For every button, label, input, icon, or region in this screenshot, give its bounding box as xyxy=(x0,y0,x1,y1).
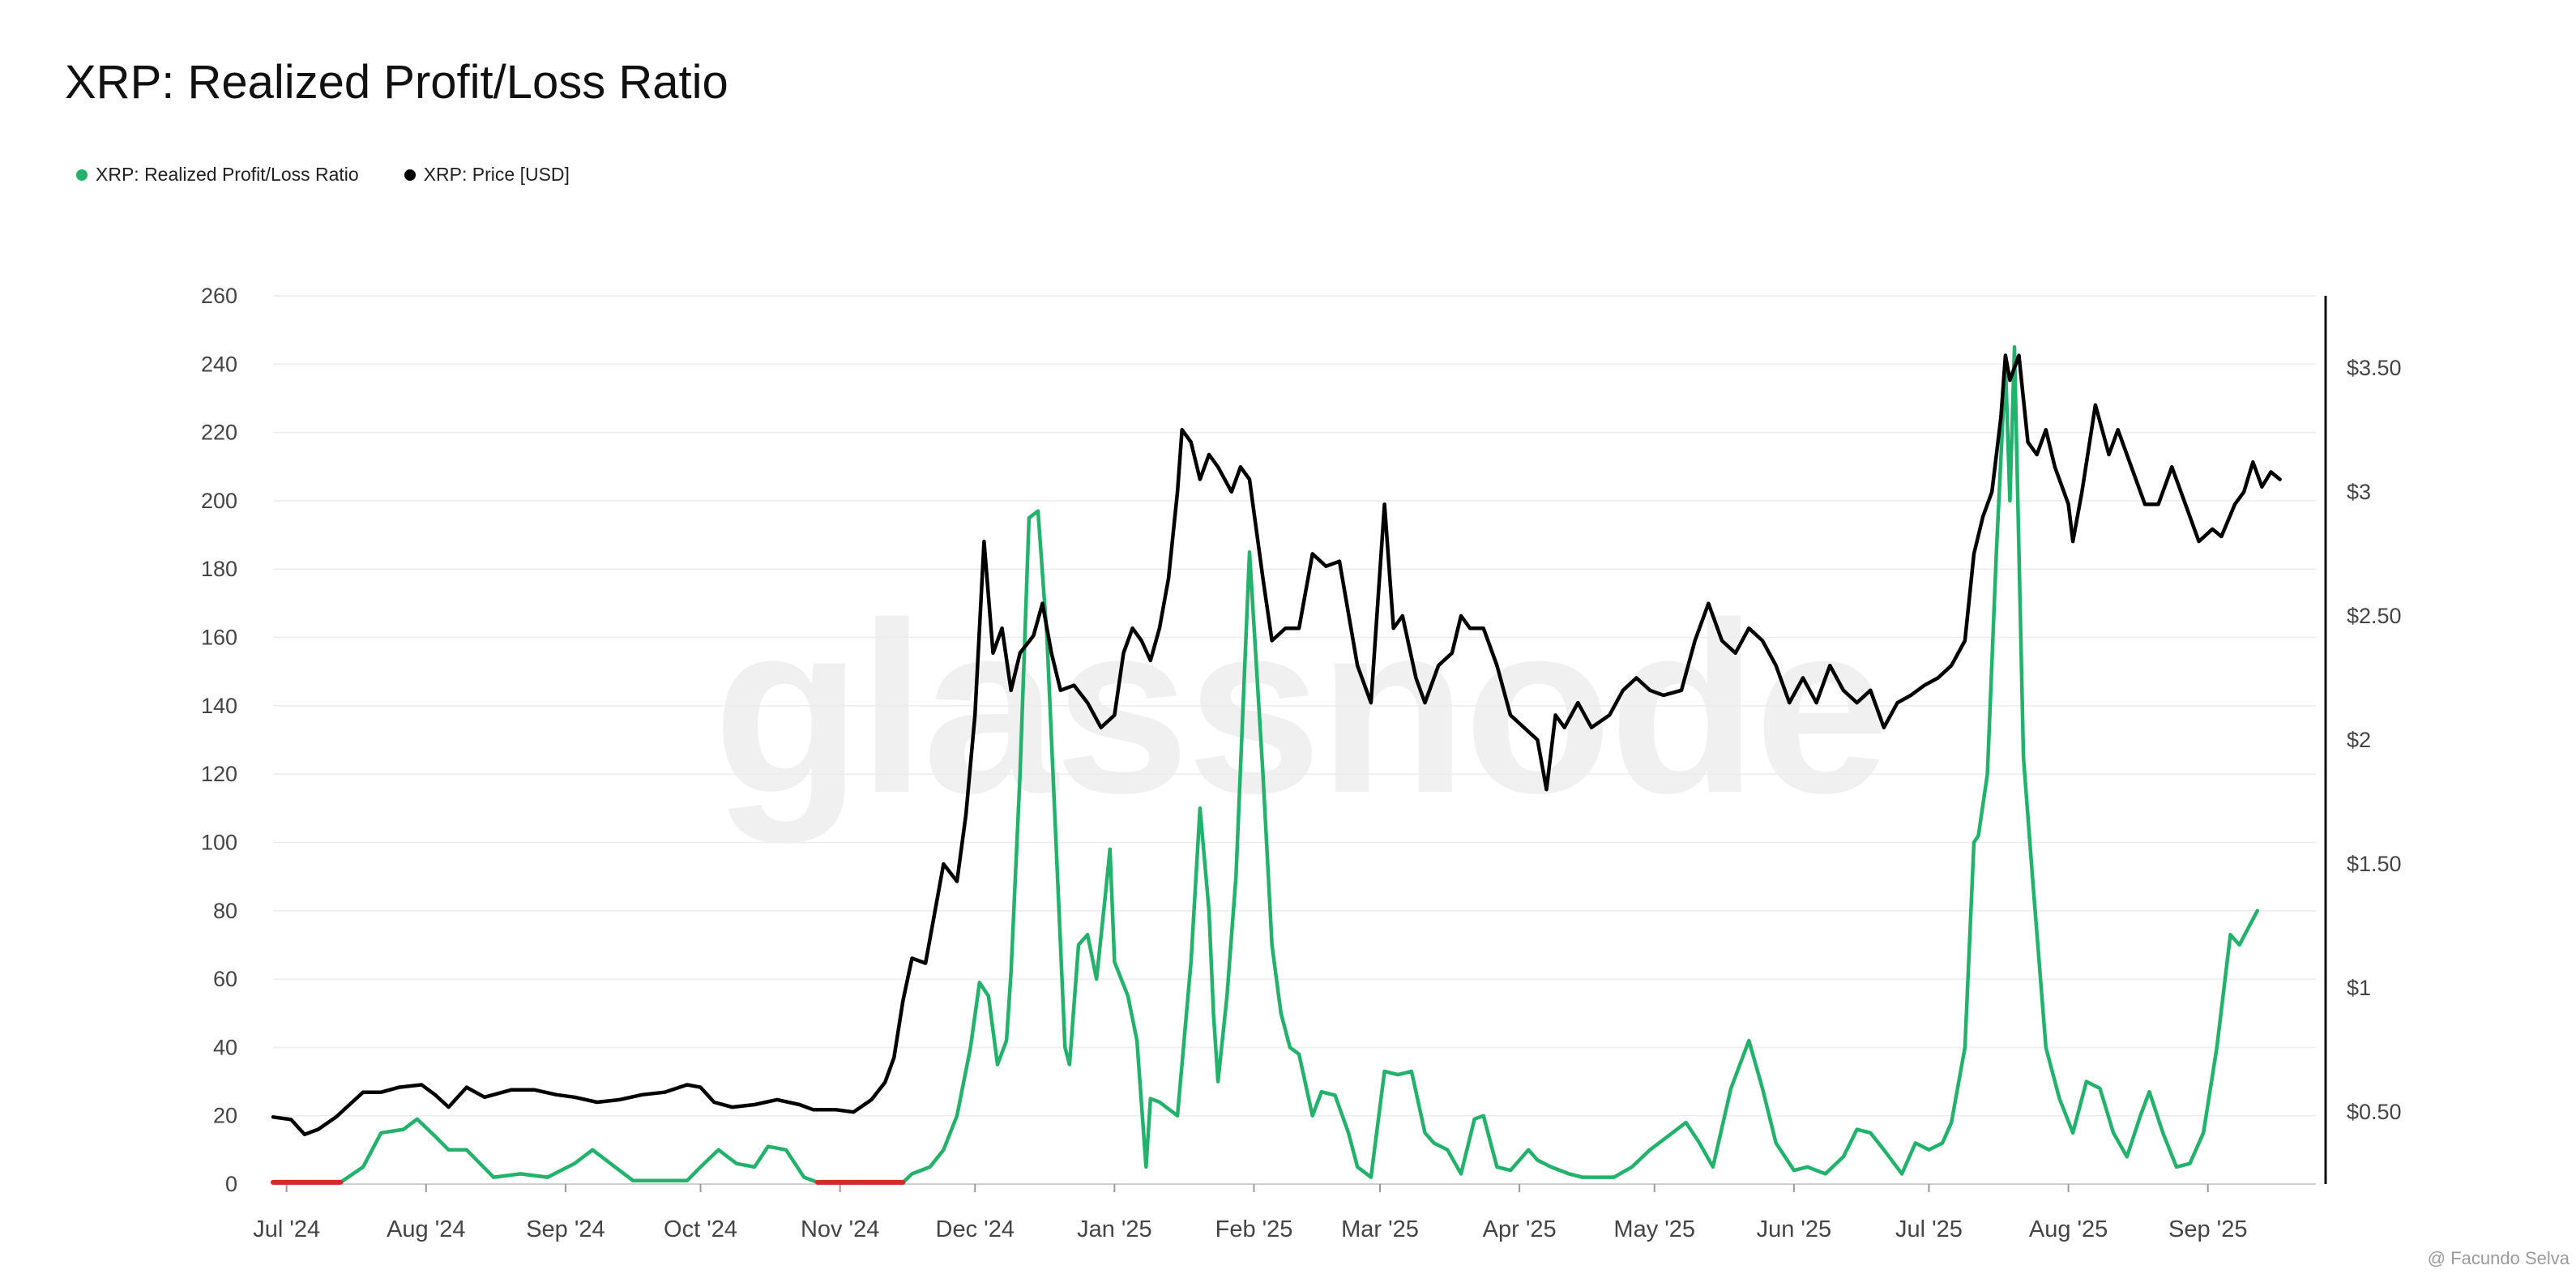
y-left-tick-label: 240 xyxy=(201,352,237,376)
y-left-tick-label: 80 xyxy=(213,899,237,923)
y-right-tick-label: $2 xyxy=(2347,728,2371,752)
x-tick-label: Sep '24 xyxy=(526,1216,604,1242)
x-tick-label: Aug '25 xyxy=(2029,1216,2108,1242)
axes: 0 20 40 60 80 100 120 140 160 180 200 220 240 260 $0.5… xyxy=(201,284,2402,1242)
author-credit: @ Facundo Selva xyxy=(2427,1248,2570,1268)
series-lines xyxy=(271,344,2282,1185)
x-tick-label: Apr '25 xyxy=(1483,1216,1557,1242)
y-left-tick-label: 220 xyxy=(201,421,237,445)
y-left-tick-label: 180 xyxy=(201,557,237,581)
x-tick-label: Jan '25 xyxy=(1077,1216,1152,1242)
y-right-tick-label: $0.50 xyxy=(2347,1100,2402,1124)
x-tick-label: Feb '25 xyxy=(1215,1216,1293,1242)
x-tick-label: May '25 xyxy=(1613,1216,1695,1242)
legend-item-price[interactable]: XRP: Price [USD] xyxy=(404,164,570,186)
y-left-tick-label: 0 xyxy=(225,1172,237,1196)
grid-lines xyxy=(273,295,2316,1117)
y-right-tick-label: $1 xyxy=(2347,976,2371,1000)
x-tick-label: Dec '24 xyxy=(936,1216,1015,1242)
chart-title: XRP: Realized Profit/Loss Ratio xyxy=(65,56,728,109)
x-tick-label: Jun '25 xyxy=(1757,1216,1832,1242)
legend-swatch-price xyxy=(404,169,416,181)
chart-legend: XRP: Realized Profit/Loss Ratio XRP: Pri… xyxy=(76,164,570,186)
x-tick-label: Mar '25 xyxy=(1341,1216,1419,1242)
legend-label-price: XRP: Price [USD] xyxy=(423,164,570,185)
y-left-tick-label: 200 xyxy=(201,489,237,513)
y-left-tick-label: 120 xyxy=(201,762,237,786)
x-tick-label: Oct '24 xyxy=(664,1216,737,1242)
y-right-tick-label: $3 xyxy=(2347,480,2371,504)
x-tick-label: Sep '25 xyxy=(2168,1216,2247,1242)
y-left-tick-label: 20 xyxy=(213,1104,237,1128)
price-line xyxy=(271,353,2282,1137)
y-left-tick-label: 140 xyxy=(201,694,237,718)
legend-item-ratio[interactable]: XRP: Realized Profit/Loss Ratio xyxy=(76,164,359,186)
y-left-tick-label: 160 xyxy=(201,626,237,650)
y-left-tick-label: 40 xyxy=(213,1035,237,1059)
y-right-tick-label: $3.50 xyxy=(2347,356,2402,380)
x-tick-label: Jul '24 xyxy=(253,1216,320,1242)
y-left-tick-label: 100 xyxy=(201,830,237,854)
x-tick-label: Nov '24 xyxy=(801,1216,879,1242)
y-right-tick-label: $2.50 xyxy=(2347,604,2402,628)
x-tick-label: Aug '24 xyxy=(387,1216,465,1242)
legend-swatch-ratio xyxy=(76,169,88,181)
x-tick-label: Jul '25 xyxy=(1895,1216,1963,1242)
y-right-tick-label: $1.50 xyxy=(2347,852,2402,876)
legend-label-ratio: XRP: Realized Profit/Loss Ratio xyxy=(96,164,359,185)
y-left-tick-label: 60 xyxy=(213,967,237,991)
y-left-tick-label: 260 xyxy=(201,284,237,308)
ratio-line xyxy=(271,344,2260,1185)
